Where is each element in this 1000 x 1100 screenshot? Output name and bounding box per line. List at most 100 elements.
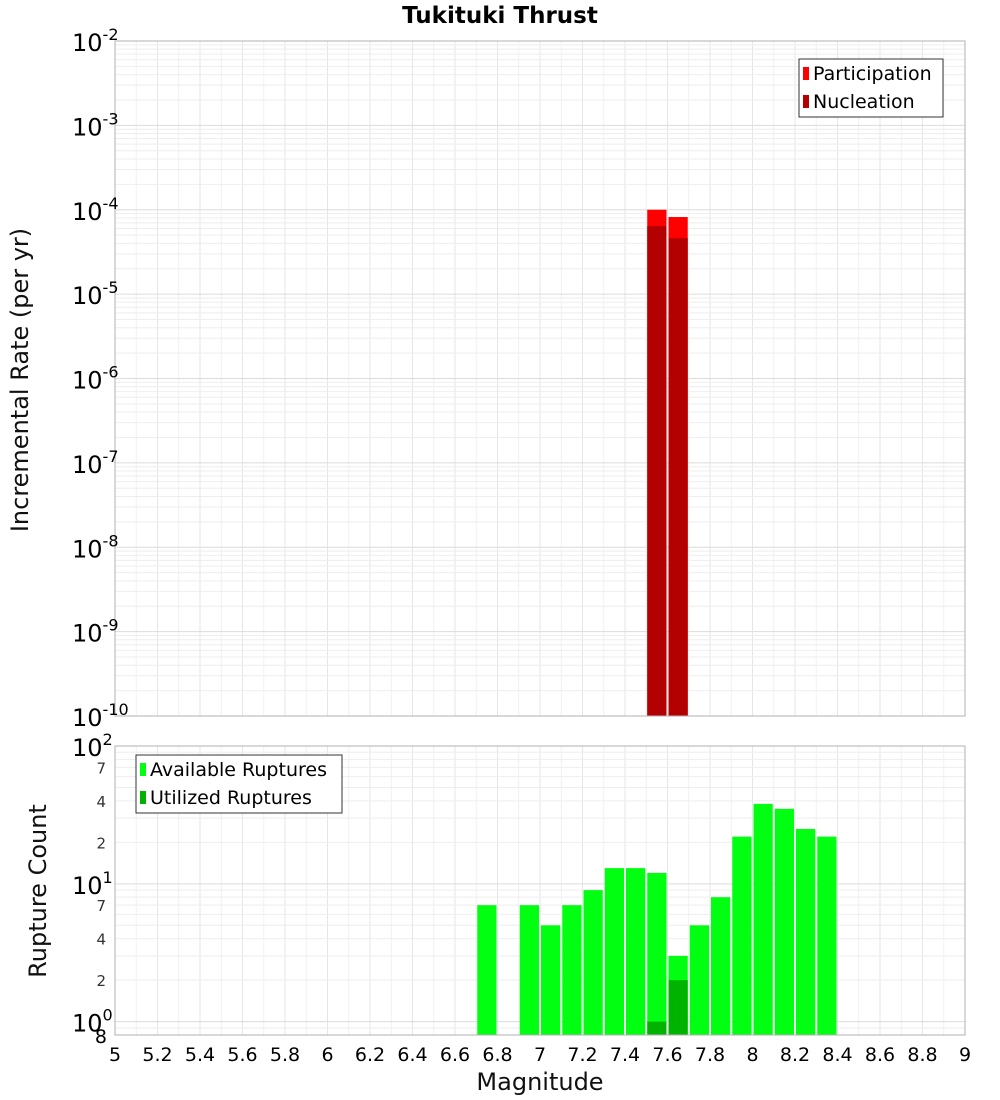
bar-available-ruptures: [817, 836, 837, 1035]
top-y-tick-label: 10-8: [72, 531, 119, 563]
bottom-y-minor-tick-label: 7: [96, 759, 106, 777]
legend-swatch-utilized-ruptures: [140, 791, 146, 804]
bottom-y-tick-label: 101: [72, 868, 113, 900]
tick-base: 10: [72, 620, 103, 648]
bar-utilized-ruptures: [647, 1021, 667, 1035]
x-tick-label: 7: [534, 1044, 546, 1066]
bar-utilized-ruptures: [668, 980, 688, 1035]
x-tick-label: 5.4: [185, 1044, 215, 1066]
x-tick-label: 8.8: [907, 1044, 937, 1066]
tick-exponent: -9: [103, 616, 119, 635]
x-tick-label: 7.6: [652, 1044, 682, 1066]
tick-base: 10: [72, 734, 103, 762]
x-tick-label: 6.4: [397, 1044, 427, 1066]
tick-base: 10: [72, 367, 103, 395]
tick-base: 10: [72, 29, 103, 57]
bottom-plot-frame: [114, 745, 966, 1036]
bottom-y-tick-label: 102: [72, 730, 113, 762]
bar-available-ruptures: [477, 905, 497, 1035]
bar-available-ruptures: [753, 803, 773, 1035]
top-grid: [114, 40, 966, 717]
chart-title: Tukituki Thrust: [402, 3, 598, 29]
tick-base: 10: [72, 451, 103, 479]
bottom-legend-box: [135, 754, 343, 814]
bar-available-ruptures: [774, 808, 794, 1035]
tick-exponent: 0: [103, 1006, 113, 1025]
bottom-y-minor-tick-label: 4: [96, 793, 106, 811]
x-tick-label: 5.8: [270, 1044, 300, 1066]
bottom-y-tick-label: 100: [72, 1006, 113, 1038]
bottom-y-minor-tick-label: 2: [96, 834, 106, 852]
bar-available-ruptures: [711, 897, 731, 1035]
tick-base: 10: [72, 872, 103, 900]
tick-exponent: -2: [103, 25, 119, 44]
tick-exponent: 2: [103, 730, 113, 749]
top-bars: [647, 209, 688, 716]
x-tick-label: 5.2: [142, 1044, 172, 1066]
top-y-tick-label: 10-7: [72, 447, 119, 479]
bar-available-ruptures: [796, 828, 816, 1035]
tick-base: 10: [72, 535, 103, 563]
x-tick-label: 6.6: [440, 1044, 470, 1066]
legend-label-participation: Participation: [813, 63, 932, 85]
top-y-tick-label: 10-10: [72, 700, 129, 732]
legend-label-utilized-ruptures: Utilized Ruptures: [150, 787, 312, 809]
tick-exponent: -3: [103, 109, 119, 128]
bottom-y-minor-tick-label: 7: [96, 897, 106, 915]
bar-available-ruptures: [541, 925, 561, 1035]
tick-base: 10: [72, 198, 103, 226]
x-ticks: 5 5.2 5.4 5.6 5.8 6 6.2 6.4 6.6 6.8 7 7.2 7.4 7.6 7.8 8…: [109, 1044, 971, 1066]
bar-available-ruptures: [604, 868, 624, 1035]
bar-available-ruptures: [689, 925, 709, 1035]
x-tick-label: 9: [959, 1044, 971, 1066]
tick-exponent: -10: [103, 700, 129, 719]
bar-available-ruptures: [732, 836, 752, 1035]
bar-available-ruptures: [626, 868, 646, 1035]
bar-nucleation: [668, 238, 688, 716]
top-legend-box: [798, 58, 944, 118]
top-y-tick-label: 10-9: [72, 616, 119, 648]
x-tick-label: 8.6: [865, 1044, 895, 1066]
tick-base: 10: [72, 113, 103, 141]
bottom-bars: [477, 803, 837, 1035]
legend-swatch-nucleation: [803, 95, 809, 108]
bottom-y-minor-tick-label: 4: [96, 931, 106, 949]
legend-swatch-available-ruptures: [140, 763, 146, 776]
x-tick-label: 5.6: [227, 1044, 257, 1066]
tick-exponent: 1: [103, 868, 113, 887]
top-y-tick-label: 10-3: [72, 109, 119, 141]
x-tick-label: 6.2: [355, 1044, 385, 1066]
bottom-y-minor-tick-label: 8: [95, 1026, 107, 1048]
tick-exponent: -4: [103, 194, 119, 213]
tick-base: 10: [72, 1010, 103, 1038]
x-tick-label: 7.2: [567, 1044, 597, 1066]
bar-available-ruptures: [583, 890, 603, 1035]
x-tick-label: 8: [746, 1044, 758, 1066]
bottom-y-axis-label: Rupture Count: [24, 804, 52, 978]
x-tick-label: 8.4: [822, 1044, 852, 1066]
x-tick-label: 8.2: [780, 1044, 810, 1066]
x-tick-label: 6.8: [482, 1044, 512, 1066]
top-y-axis-label: Incremental Rate (per yr): [6, 228, 34, 532]
x-tick-label: 6: [321, 1044, 333, 1066]
tick-base: 10: [72, 704, 103, 732]
bar-available-ruptures: [647, 872, 667, 1035]
tick-exponent: -8: [103, 531, 119, 550]
legend-label-available-ruptures: Available Ruptures: [150, 759, 327, 781]
bottom-legend: Available Ruptures Utilized Ruptures: [135, 754, 343, 814]
x-tick-label: 5: [109, 1044, 121, 1066]
tick-exponent: -6: [103, 363, 119, 382]
x-axis-label: Magnitude: [476, 1068, 603, 1096]
x-tick-label: 7.8: [695, 1044, 725, 1066]
tick-exponent: -7: [103, 447, 119, 466]
top-y-tick-label: 10-4: [72, 194, 119, 226]
legend-label-nucleation: Nucleation: [813, 91, 915, 113]
top-legend: Participation Nucleation: [798, 58, 944, 118]
bar-available-ruptures: [562, 905, 582, 1035]
top-plot-frame: [114, 40, 966, 717]
